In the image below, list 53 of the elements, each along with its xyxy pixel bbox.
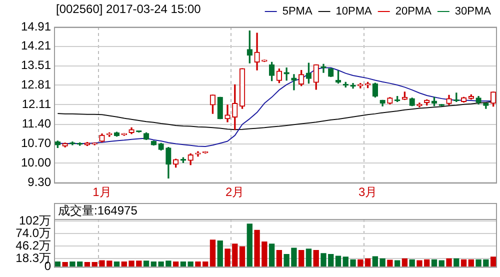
bar [268, 244, 275, 267]
bar [438, 260, 444, 267]
bar [387, 260, 393, 267]
y-tick-label: 13.51 [20, 58, 52, 72]
legend-label: 20PMA [395, 6, 432, 18]
y-tick-label: 12.11 [22, 96, 52, 111]
y-tick-label: 74.0万 [16, 226, 51, 240]
bar [239, 246, 246, 267]
bar [298, 250, 304, 267]
bar [62, 262, 68, 267]
bar [409, 259, 415, 267]
bar [454, 258, 460, 267]
bar [490, 256, 496, 267]
bar [460, 259, 467, 267]
bar [143, 260, 150, 267]
bar [313, 250, 319, 267]
legend-label: 30PMA [454, 6, 492, 18]
bar [210, 240, 216, 267]
bar [180, 262, 186, 267]
x-tick-label: 1月 [92, 185, 112, 200]
bar [335, 256, 342, 267]
x-tick-label: 3月 [358, 185, 378, 200]
bar [394, 260, 400, 267]
y-tick-label: 46.2万 [16, 238, 51, 252]
bar [246, 224, 252, 267]
bar [217, 240, 223, 267]
bar [364, 258, 371, 267]
x-tick-label: 2月 [226, 185, 244, 200]
legend-label: 5PMA [282, 6, 313, 18]
candlestick [291, 74, 297, 90]
bar [84, 262, 90, 267]
legend-label: 10PMA [336, 6, 373, 18]
chart-title: [002560] 2017-03-24 15:00 [56, 2, 201, 16]
bar [306, 248, 312, 267]
y-tick-label: 10.00 [20, 155, 52, 170]
y-tick-label: 9.30 [28, 174, 52, 189]
bar [114, 262, 120, 267]
bar [188, 262, 194, 267]
bar [54, 262, 61, 267]
y-tick-label: 102万 [18, 214, 51, 228]
bar [446, 258, 452, 267]
bar [431, 259, 438, 267]
bar [172, 262, 179, 267]
y-tick-label: 10.70 [20, 136, 52, 150]
y-tick-label: 11.40 [22, 116, 52, 131]
bar [358, 259, 364, 267]
y-tick-label: 14.21 [20, 38, 52, 53]
bar [468, 259, 474, 267]
text: 成交量:164975 [58, 203, 138, 218]
bar [402, 258, 408, 267]
y-tick-label: 12.81 [20, 78, 52, 92]
bar [276, 250, 282, 267]
y-tick-label: 14.91 [20, 19, 52, 34]
